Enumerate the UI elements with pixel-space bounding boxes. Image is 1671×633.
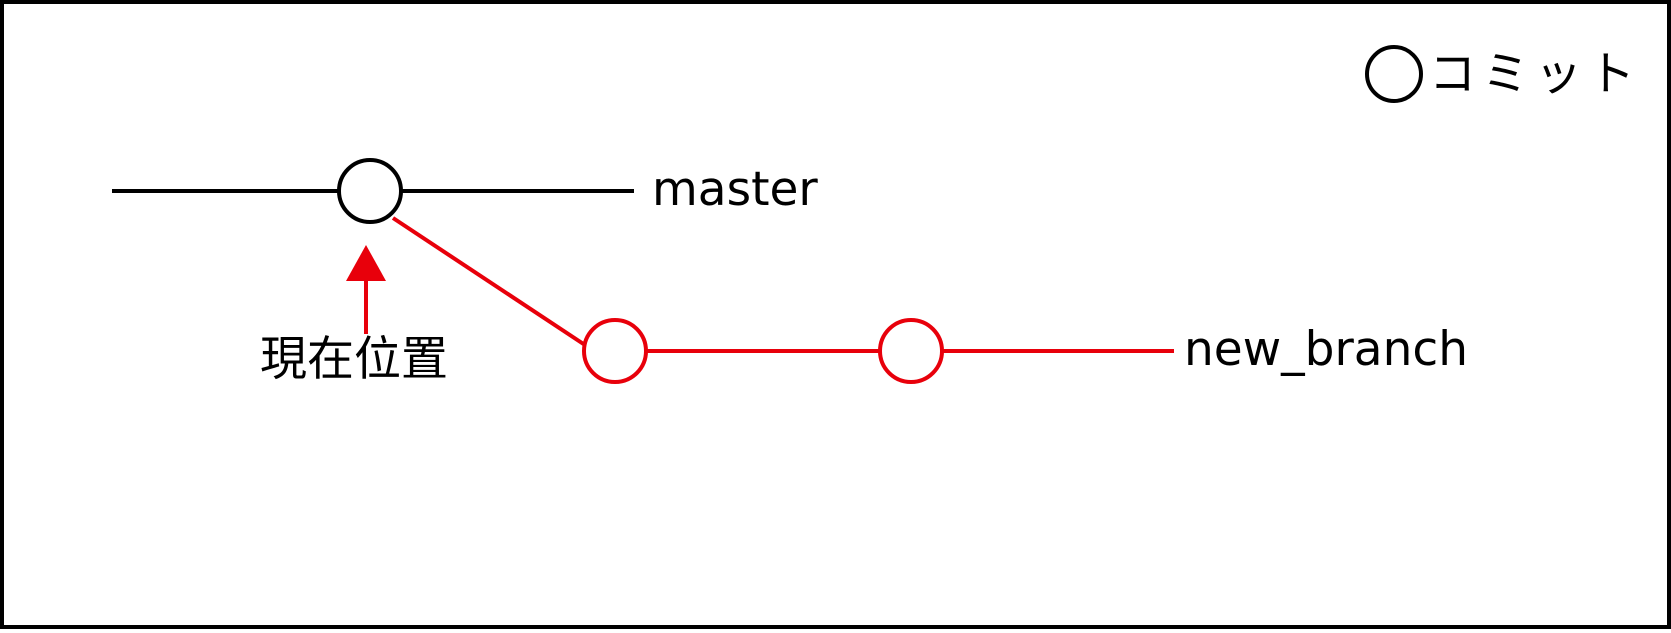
head-position-label: 現在位置 — [260, 332, 448, 387]
head-pointer-arrowhead — [346, 245, 386, 281]
legend-commit-label: コミット — [1429, 46, 1641, 102]
branch-fork-line — [391, 216, 590, 349]
commit-circle-icon — [1365, 45, 1423, 103]
new-branch-commit-node-1 — [582, 318, 648, 384]
new-branch-label: new_branch — [1184, 322, 1469, 377]
new-branch-commit-node-2 — [878, 318, 944, 384]
master-branch-label: master — [652, 162, 818, 217]
master-commit-node — [337, 158, 403, 224]
legend: コミット — [1365, 45, 1641, 103]
git-branch-diagram — [112, 158, 1174, 384]
